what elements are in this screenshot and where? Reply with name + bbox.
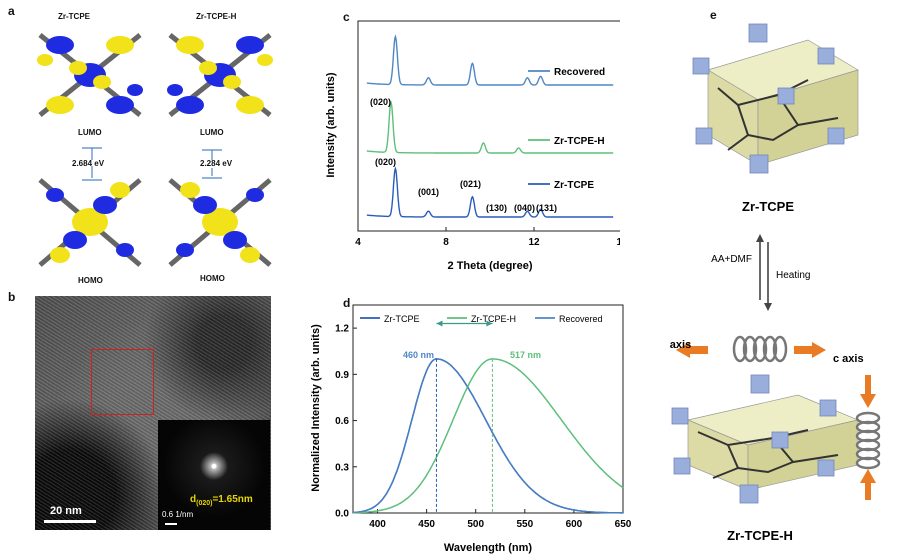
nodes-bottom	[671, 374, 837, 504]
legend-zr-tcpe: Zr-TCPE	[554, 180, 594, 191]
pl-ytick-label: 0.3	[335, 462, 349, 473]
pl-xtick-label: 500	[467, 519, 484, 530]
panel-label-b: b	[8, 290, 16, 304]
pl-xtick-label: 600	[566, 519, 583, 530]
peak-label-460: 460 nm	[403, 350, 434, 360]
xrd-xtick-label: 16	[616, 237, 620, 248]
annotation-130: (130)	[486, 203, 507, 213]
annotation-040: (040)	[514, 203, 535, 213]
title-zr-tcpe: Zr-TCPE	[58, 12, 90, 21]
pl-shift-arrowhead-right	[486, 320, 493, 327]
xrd-plot-frame	[357, 20, 620, 232]
energy-level-left	[82, 147, 102, 181]
scale-bar-line	[44, 520, 96, 523]
pl-series-line	[353, 358, 623, 514]
lumo-left-label: LUMO	[78, 128, 102, 137]
annotation-001: (001)	[418, 187, 439, 197]
b-axis-arrow-right	[794, 342, 826, 358]
xrd-xlabel: 2 Theta (degree)	[448, 260, 533, 272]
scale-bar-label: 20 nm	[50, 505, 82, 517]
fft-inset	[158, 420, 270, 530]
pl-xtick-label: 450	[418, 519, 435, 530]
pl-xtick-label: 400	[369, 519, 386, 530]
d-spacing-prefix: d	[190, 494, 197, 505]
d-spacing-value: =1.65nm	[212, 494, 253, 505]
pl-legend-zr-tcpe-h: Zr-TCPE-H	[471, 314, 516, 324]
pl-legend-zr-tcpe: Zr-TCPE	[384, 314, 420, 324]
xrd-xtick-label: 8	[443, 237, 449, 248]
pl-ylabel: Normalized Intensity (arb. units)	[310, 324, 322, 492]
xrd-ylabel: Intensity (arb. units)	[325, 72, 337, 177]
top-cube-label: Zr-TCPE	[742, 199, 794, 214]
forward-label: AA+DMF	[711, 254, 752, 265]
fft-scale-label: 0.6 1/nm	[162, 510, 194, 519]
homo-right-label: HOMO	[200, 274, 225, 283]
legend-recovered: Recovered	[554, 67, 605, 78]
c-axis-arrow-bottom	[860, 469, 876, 500]
xrd-xtick-label: 4	[355, 237, 361, 248]
panel-label-c: c	[343, 10, 350, 24]
annotation-020: (020)	[375, 157, 396, 167]
fft-scale-line	[165, 523, 177, 525]
gap-right-label: 2.284 eV	[200, 159, 233, 168]
pl-series-line	[353, 358, 624, 514]
roi-box	[91, 349, 154, 415]
pl-xlabel: Wavelength (nm)	[444, 542, 533, 554]
pl-legend-recovered: Recovered	[559, 314, 603, 324]
homo-left-label: HOMO	[78, 276, 103, 285]
pl-plot-frame	[352, 304, 624, 514]
b-axis-label: b axis	[668, 339, 691, 351]
gap-left-label: 2.684 eV	[72, 159, 105, 168]
peak-label-517: 517 nm	[510, 350, 541, 360]
homo-right-orbital	[168, 178, 272, 267]
pl-series-line	[353, 358, 623, 514]
c-axis-arrow-top	[860, 375, 876, 408]
pl-xtick-label: 650	[615, 519, 632, 530]
xrd-series-line	[366, 34, 614, 86]
annotation-020-h: (020)	[370, 97, 391, 107]
pl-ytick-label: 0.9	[335, 370, 349, 381]
c-axis-label: c axis	[833, 353, 864, 365]
panel-label-e: e	[710, 8, 717, 22]
panel-a-orbitals: Zr-TCPE Zr-TCPE-H	[0, 0, 300, 290]
xrd-chart: Intensity (arb. units) 2 Theta (degree) …	[325, 20, 620, 272]
pl-ytick-label: 0.0	[335, 509, 349, 520]
b-axis-arrow-left	[676, 342, 708, 358]
cube-bottom	[686, 394, 860, 491]
homo-left-orbital	[38, 178, 142, 267]
bottom-cube-label: Zr-TCPE-H	[727, 528, 793, 543]
d-spacing-label: d(020)=1.65nm	[190, 494, 253, 507]
nodes-top	[692, 23, 845, 174]
reverse-label: Heating	[776, 270, 810, 281]
panel-label-a: a	[8, 4, 15, 18]
d-spacing-sub: (020)	[196, 500, 213, 507]
pl-xtick-label: 550	[516, 519, 533, 530]
pl-ytick-label: 1.2	[335, 324, 349, 335]
orbital-drawing	[37, 33, 273, 267]
annotation-021: (021)	[460, 179, 481, 189]
spring-horizontal	[732, 335, 788, 363]
pl-ytick-label: 0.6	[335, 416, 349, 427]
annotation-131: (131)	[536, 203, 557, 213]
xrd-series-line	[366, 166, 614, 218]
lumo-right-orbital	[167, 33, 273, 117]
schematic: Zr-TCPE AA+DMF Heating b axis c axis	[668, 23, 881, 543]
title-zr-tcpe-h: Zr-TCPE-H	[196, 12, 237, 21]
energy-level-right	[202, 149, 222, 179]
xrd-xtick-label: 12	[528, 237, 540, 248]
xrd-series-line	[366, 100, 614, 154]
lumo-right-label: LUMO	[200, 128, 224, 137]
panel-label-d: d	[343, 296, 351, 310]
lumo-left-orbital	[37, 33, 143, 117]
pl-chart: Normalized Intensity (arb. units) Wavele…	[310, 304, 632, 554]
spring-vertical	[855, 411, 881, 470]
pl-shift-arrowhead-left	[436, 320, 443, 327]
legend-zr-tcpe-h: Zr-TCPE-H	[554, 136, 605, 147]
